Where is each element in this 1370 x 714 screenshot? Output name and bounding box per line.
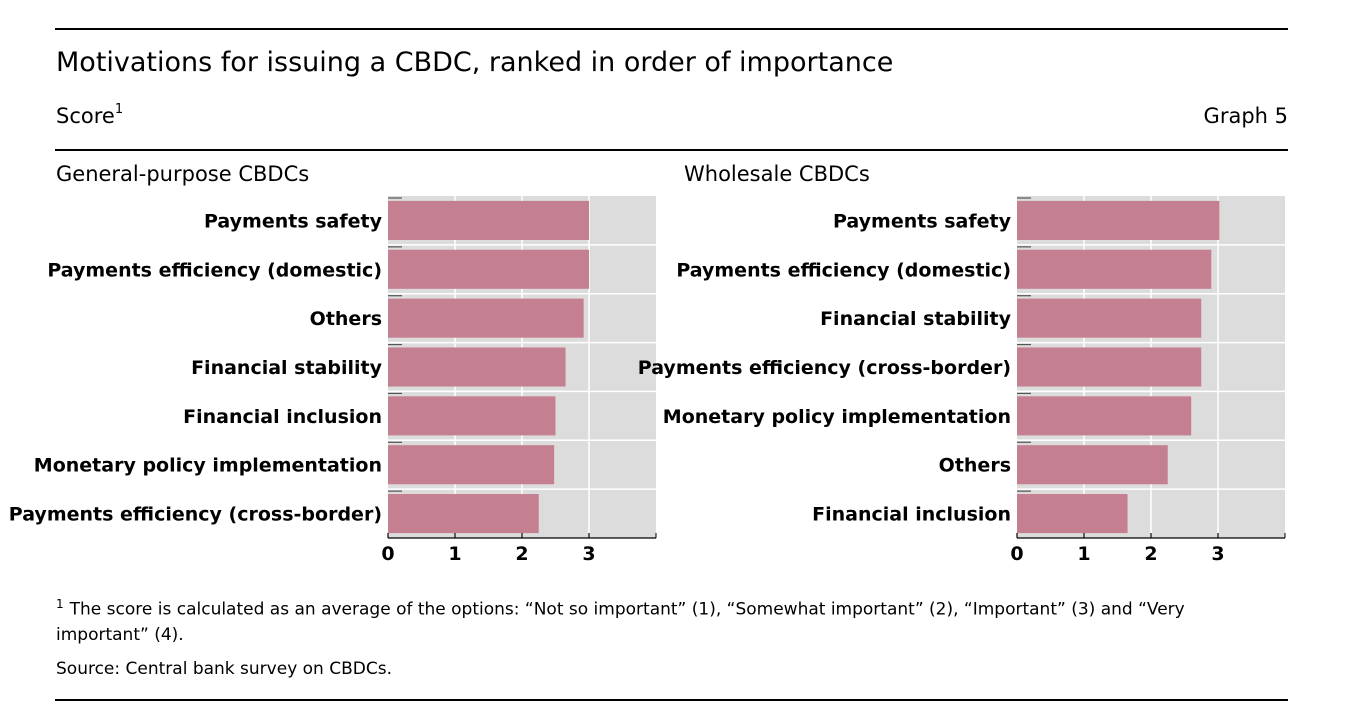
category-label: Financial stability [191, 357, 383, 379]
category-label: Financial stability [820, 308, 1012, 330]
bar-1 [388, 200, 589, 240]
footnote: 1 The score is calculated as an average o… [56, 592, 1256, 648]
category-label: Payments efficiency (domestic) [676, 259, 1011, 281]
category-label: Payments efficiency (domestic) [47, 259, 382, 281]
category-label: Payments safety [833, 210, 1012, 232]
category-label: Payments efficiency (cross-border) [638, 357, 1011, 379]
source-note: Source: Central bank survey on CBDCs. [56, 659, 392, 679]
x-tick-label: 0 [1010, 543, 1023, 565]
bar-2 [1017, 249, 1212, 289]
top-rule [55, 28, 1288, 30]
bar-4 [388, 347, 566, 387]
panel-title-wholesale: Wholesale CBDCs [684, 162, 870, 186]
bottom-rule [55, 699, 1288, 701]
chart-title: Motivations for issuing a CBDC, ranked i… [56, 47, 894, 78]
category-label: Monetary policy implementation [663, 406, 1011, 428]
panel-title-general-purpose: General-purpose CBDCs [56, 162, 310, 186]
x-tick-label: 2 [1144, 543, 1157, 565]
bar-5 [388, 396, 556, 436]
x-tick-label: 1 [1077, 543, 1090, 565]
category-label: Others [310, 308, 382, 330]
x-tick-label: 2 [515, 543, 528, 565]
header-rule [55, 149, 1288, 151]
x-tick-label: 1 [448, 543, 461, 565]
bar-2 [388, 249, 589, 289]
bar-6 [1017, 445, 1168, 485]
x-tick-label: 0 [381, 543, 394, 565]
footnote-marker: 1 [56, 597, 64, 611]
footnote-text: The score is calculated as an average of… [56, 599, 1185, 645]
category-label: Payments efficiency (cross-border) [9, 504, 382, 526]
bar-3 [388, 298, 584, 338]
category-label: Monetary policy implementation [34, 455, 382, 477]
x-tick-label: 3 [582, 543, 595, 565]
category-label: Financial inclusion [183, 406, 382, 428]
unit-label-wrapper: Score1 [56, 102, 124, 128]
bar-3 [1017, 298, 1202, 338]
category-label: Payments safety [204, 210, 383, 232]
category-label: Financial inclusion [812, 504, 1011, 526]
category-label: Others [939, 455, 1011, 477]
chart-wholesale: Payments safety Payments efficiency (dome… [638, 196, 1286, 565]
bar-1 [1017, 200, 1220, 240]
chart-general-purpose: Payments safety Payments efficiency (dome… [9, 196, 657, 565]
unit-footnote-marker: 1 [114, 102, 124, 117]
graph-number: Graph 5 [1203, 104, 1288, 128]
x-tick-label: 3 [1211, 543, 1224, 565]
bar-4 [1017, 347, 1202, 387]
unit-label: Score [56, 104, 115, 128]
bar-6 [388, 445, 555, 485]
bar-7 [1017, 494, 1128, 534]
bar-5 [1017, 396, 1192, 436]
bar-7 [388, 494, 539, 534]
